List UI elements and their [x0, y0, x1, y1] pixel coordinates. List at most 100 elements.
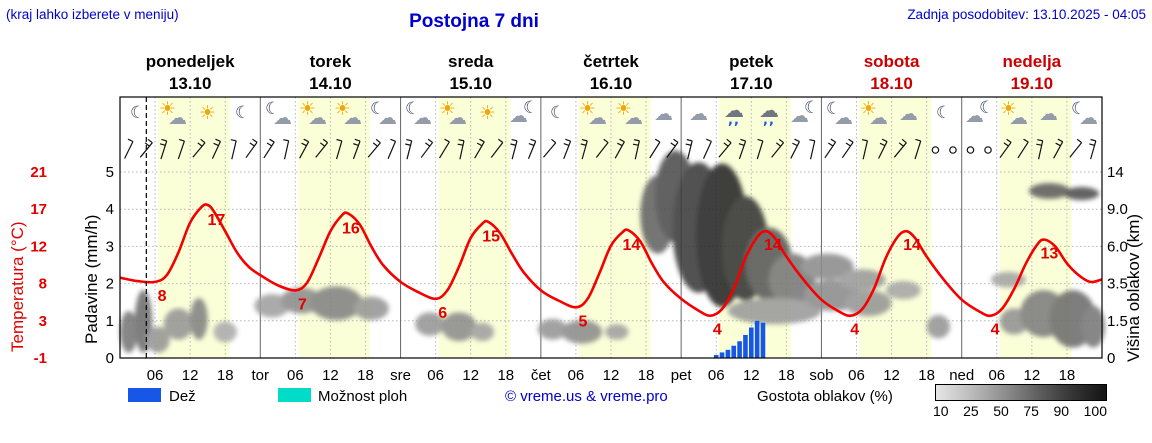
- temperature-label: 5: [578, 313, 587, 330]
- x-tick-label: 06: [287, 367, 304, 384]
- temp-tick: 12: [30, 238, 47, 255]
- day-abbr-label: sre: [390, 367, 411, 384]
- wind-barb: [438, 138, 450, 159]
- day-date: 17.10: [730, 74, 773, 93]
- calm-circle: [949, 146, 957, 154]
- wind-barb: [685, 139, 693, 160]
- wind-barb: [999, 138, 1012, 159]
- cloud-blob: [537, 318, 568, 340]
- cloud-blob: [1028, 183, 1070, 199]
- last-update-text: Zadnja posodobitev: 13.10.2025 - 04:05: [907, 7, 1146, 22]
- wind-barb: [809, 139, 816, 160]
- rain-bar: [737, 341, 742, 358]
- rain-bar: [748, 327, 754, 358]
- temperature-label: 17: [208, 212, 226, 229]
- wind-barb: [527, 138, 537, 159]
- cloud-tick: 3.5: [1107, 276, 1128, 293]
- rain-bar: [725, 349, 731, 358]
- x-tick-label: 12: [322, 367, 339, 384]
- wind-barb: [543, 138, 557, 158]
- legend-rain-swatch: [128, 388, 161, 402]
- cloud-blob: [353, 296, 389, 321]
- cloud-blob: [163, 308, 194, 340]
- x-tick-label: 06: [427, 367, 444, 384]
- x-tick-label: 06: [988, 367, 1005, 384]
- x-tick-label: 06: [708, 367, 725, 384]
- copyright-link[interactable]: © vreme.us & vreme.pro: [505, 388, 668, 405]
- precip-tick: 1: [106, 313, 114, 330]
- x-tick-label: 18: [357, 367, 374, 384]
- day-abbr-label: ned: [949, 367, 974, 384]
- day-date: 18.10: [870, 74, 913, 93]
- cloud-density-tick: 10: [933, 403, 949, 419]
- day-abbr-label: čet: [531, 367, 552, 384]
- x-tick-label: 06: [848, 367, 865, 384]
- day-abbr-label: pet: [671, 367, 693, 384]
- day-name: ponedeljek: [146, 52, 235, 71]
- x-tick-label: 18: [497, 367, 514, 384]
- temperature-curve: [119, 203, 1103, 318]
- cloud-cover-layer: [119, 150, 1105, 353]
- day-date: 19.10: [1011, 74, 1054, 93]
- rain-bar: [760, 322, 766, 358]
- x-tick-label: 18: [918, 367, 935, 384]
- wind-barb: [702, 138, 712, 159]
- cloud-blob: [415, 312, 445, 336]
- wind-barb: [263, 138, 275, 159]
- wind-barb: [490, 138, 504, 158]
- calm-circle: [966, 146, 975, 154]
- wind-barb: [893, 138, 907, 158]
- rain-bar: [743, 334, 748, 358]
- wind-barb: [510, 138, 518, 160]
- cloud-blob: [800, 253, 854, 280]
- cloud-blob: [441, 312, 477, 342]
- wind-barb: [139, 138, 153, 158]
- wind-barb: [738, 138, 747, 160]
- temperature-label: 4: [713, 322, 722, 339]
- wind-barb: [1017, 138, 1029, 159]
- precip-tick: 0: [106, 350, 114, 367]
- cloud-density-tick: 25: [963, 403, 979, 419]
- temperature-label: 14: [903, 237, 921, 254]
- temp-tick: 8: [39, 276, 47, 293]
- day-band: [859, 97, 932, 358]
- wind-barb: [861, 139, 868, 160]
- cloud-density-tick: 75: [1023, 403, 1039, 419]
- wind-barb: [1053, 138, 1064, 159]
- day-name: nedelja: [1003, 52, 1062, 71]
- rain-bar: [713, 355, 719, 358]
- x-tick-label: 18: [638, 367, 655, 384]
- cloud-blob: [885, 281, 921, 300]
- day-date: 13.10: [169, 74, 212, 93]
- cloud-tick: 6.0: [1107, 238, 1128, 255]
- wind-barb: [914, 138, 922, 160]
- day-date: 16.10: [590, 74, 633, 93]
- wind-barb: [230, 139, 237, 160]
- legend-rain-label: Dež: [169, 388, 196, 405]
- wind-barb: [315, 138, 329, 158]
- plot-frame: [119, 96, 1103, 359]
- temperature-label: 8: [158, 288, 167, 305]
- temperature-label: 16: [342, 220, 360, 237]
- wind-barb: [335, 138, 343, 160]
- cloud-tick: 1.5: [1107, 313, 1128, 330]
- wind-barb: [878, 138, 888, 159]
- cloud-density-tick: 90: [1053, 403, 1070, 419]
- temperature-label: 4: [991, 322, 1000, 339]
- wind-barb: [405, 139, 413, 160]
- wind-barb: [649, 138, 661, 159]
- cloud-blob: [727, 297, 822, 325]
- menu-hint: (kraj lahko izberete v meniju): [6, 7, 179, 22]
- wind-barb: [457, 139, 465, 160]
- calm-circle: [931, 146, 940, 154]
- day-date: 15.10: [449, 74, 492, 93]
- x-tick-label: 18: [217, 367, 234, 384]
- day-name: četrtek: [583, 52, 639, 71]
- cloud-blob: [561, 320, 603, 344]
- cloud-blob: [309, 286, 363, 321]
- x-tick-label: 12: [182, 367, 199, 384]
- cloud-density-tick: 50: [993, 403, 1009, 419]
- temperature-label: 4: [850, 322, 859, 339]
- wind-barb: [595, 138, 609, 158]
